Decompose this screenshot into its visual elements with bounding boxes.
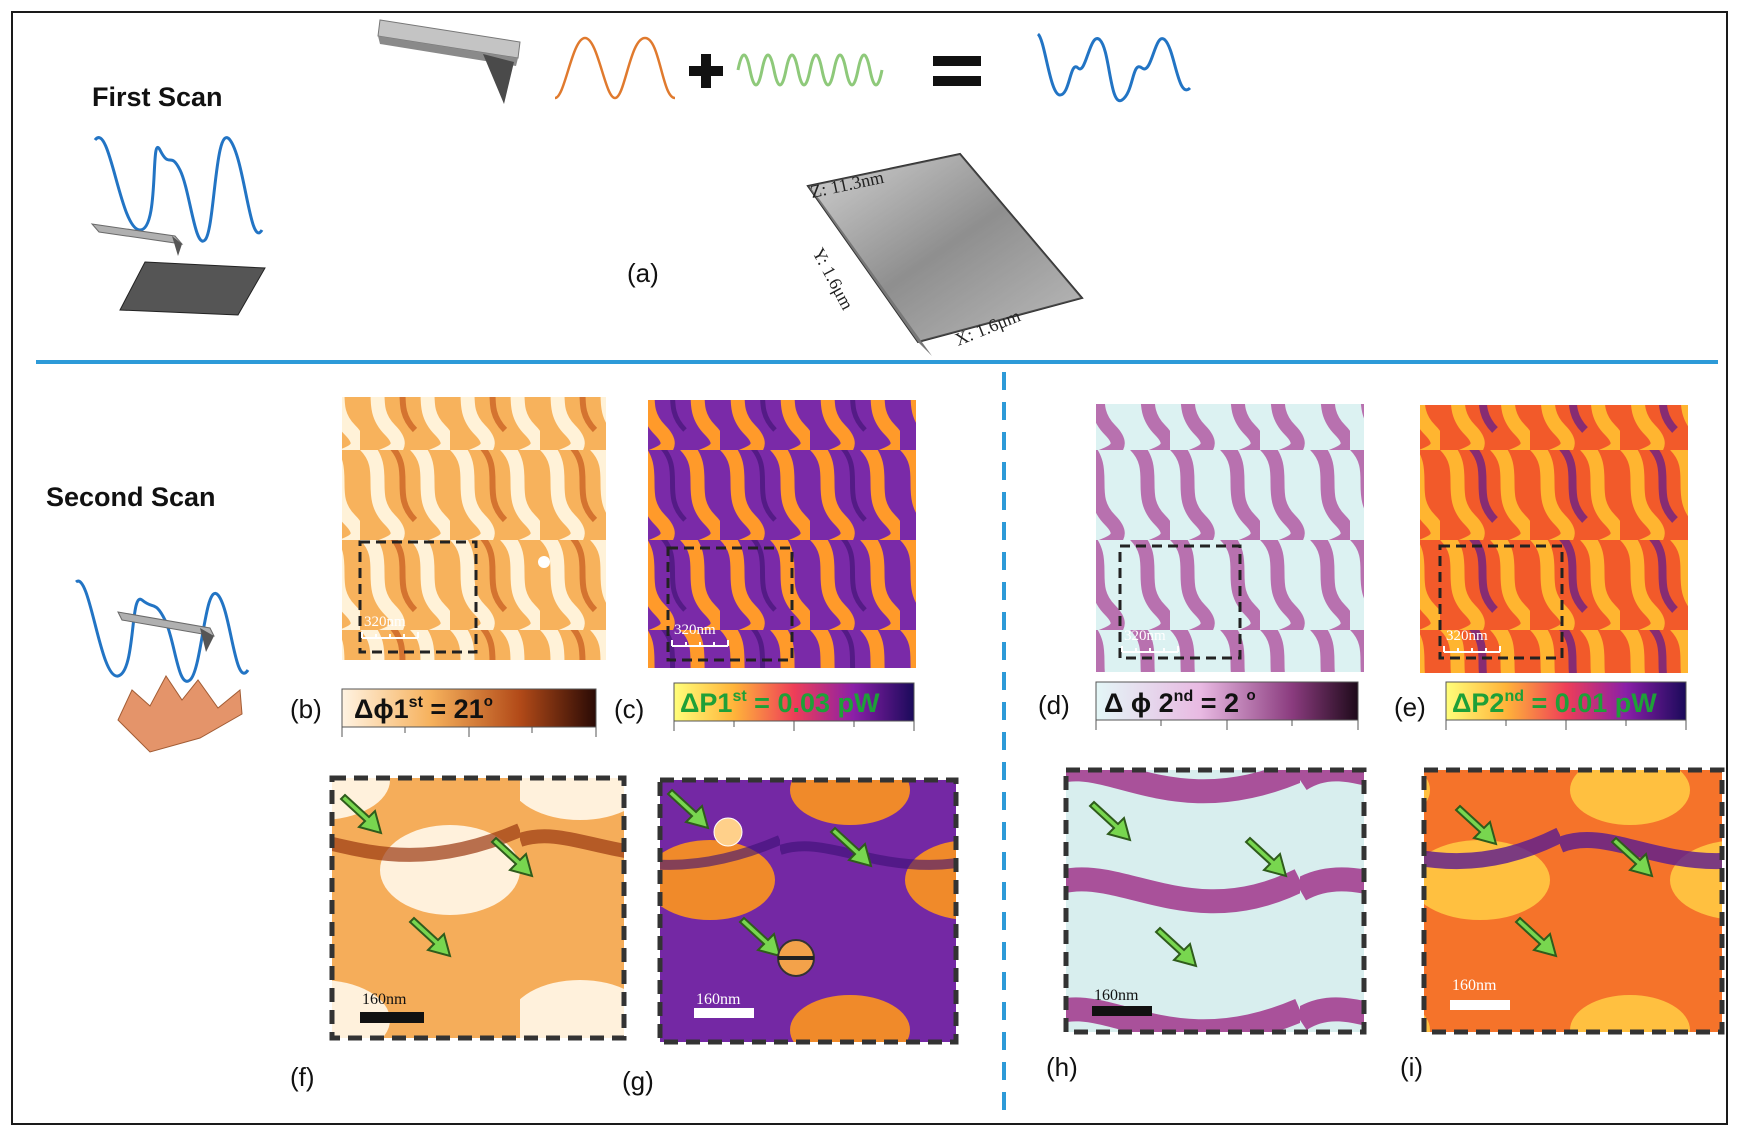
arrow-icon bbox=[339, 793, 383, 835]
first-scan-illustration bbox=[90, 136, 266, 316]
svg-text:320nm: 320nm bbox=[1446, 628, 1488, 644]
composite-wave-small-1 bbox=[93, 136, 264, 243]
second-scan-title: Second Scan bbox=[46, 482, 216, 512]
panel-g-image bbox=[657, 777, 959, 1045]
panel-h-image bbox=[1063, 767, 1367, 1035]
sample-surface-small-2 bbox=[117, 675, 243, 753]
panel-b-scalebar: 320nm bbox=[361, 614, 419, 639]
panel-i-scalebar: 160nm bbox=[1450, 977, 1510, 1010]
arrow-icon bbox=[829, 826, 873, 868]
orange-wave bbox=[554, 36, 676, 100]
composite-wave bbox=[1036, 32, 1192, 103]
panel-c-colorbar: ΔP1st = 0.03 pW bbox=[673, 682, 915, 731]
panel-f-label: (f) bbox=[290, 1062, 315, 1092]
panel-c-label: (c) bbox=[614, 694, 644, 724]
svg-text:ΔP1st = 0.03 pW: ΔP1st = 0.03 pW bbox=[680, 688, 880, 718]
panel-c-roi bbox=[666, 546, 794, 662]
panel-a-topography: Z: 11.3nm Y: 1.6μm X: 1.6μm bbox=[806, 152, 1084, 356]
panel-c-image bbox=[648, 400, 916, 668]
equals-icon bbox=[933, 56, 981, 86]
panel-e-image bbox=[1420, 405, 1688, 673]
panel-i-image bbox=[1421, 767, 1725, 1035]
green-arrows bbox=[339, 788, 1654, 968]
arrow-icon bbox=[1514, 916, 1558, 958]
svg-text:160nm: 160nm bbox=[1094, 987, 1139, 1004]
panel-f-image bbox=[329, 775, 627, 1041]
panel-d-colorbar: Δ ϕ 2nd = 2 o bbox=[1095, 681, 1359, 730]
svg-text:160nm: 160nm bbox=[1452, 977, 1497, 994]
panel-g-scalebar: 160nm bbox=[694, 991, 754, 1018]
svg-text:160nm: 160nm bbox=[696, 991, 741, 1008]
panel-c-scalebar: 320nm bbox=[671, 622, 729, 647]
panel-f-scalebar: 160nm bbox=[360, 991, 424, 1023]
panel-g-label: (g) bbox=[622, 1066, 654, 1096]
panel-e-colorbar: ΔP2nd = 0.01 pW bbox=[1445, 681, 1687, 730]
panel-d-scalebar: 320nm bbox=[1121, 628, 1179, 653]
svg-text:ΔP2nd = 0.01 pW: ΔP2nd = 0.01 pW bbox=[1452, 688, 1657, 718]
panel-h-label: (h) bbox=[1046, 1052, 1078, 1082]
panel-a-label: (a) bbox=[627, 258, 659, 288]
second-scan-illustration bbox=[75, 579, 250, 753]
svg-text:Δϕ1st = 21o: Δϕ1st = 21o bbox=[354, 693, 493, 724]
panel-h-scalebar: 160nm bbox=[1092, 987, 1152, 1016]
panel-b-label: (b) bbox=[290, 694, 322, 724]
panel-b-colorbar: Δϕ1st = 21o bbox=[341, 688, 597, 737]
panel-i-label: (i) bbox=[1400, 1052, 1423, 1082]
panel-e-label: (e) bbox=[1394, 692, 1426, 722]
cantilever-large bbox=[377, 19, 521, 104]
composite-wave-small-2 bbox=[75, 579, 250, 683]
axis-y-label: Y: 1.6μm bbox=[808, 244, 857, 313]
arrow-icon bbox=[1088, 800, 1132, 842]
svg-text:Δ ϕ 2nd = 2 o: Δ ϕ 2nd = 2 o bbox=[1104, 687, 1256, 718]
panel-b-image bbox=[342, 397, 606, 660]
cantilever-small-1 bbox=[90, 223, 184, 245]
arrow-icon bbox=[1610, 836, 1654, 878]
arrow-icon bbox=[666, 788, 710, 830]
plus-icon bbox=[689, 54, 723, 88]
first-scan-title: First Scan bbox=[92, 82, 223, 112]
arrow-icon bbox=[1244, 836, 1288, 878]
figure-frame bbox=[11, 11, 1728, 1125]
panel-b-roi bbox=[358, 540, 478, 654]
svg-text:320nm: 320nm bbox=[364, 614, 406, 630]
panel-d-image bbox=[1096, 404, 1364, 672]
svg-text:160nm: 160nm bbox=[362, 991, 407, 1008]
arrow-icon bbox=[738, 916, 782, 958]
green-wave bbox=[736, 53, 884, 87]
panel-e-roi bbox=[1438, 544, 1564, 660]
arrow-icon bbox=[408, 916, 452, 958]
sample-surface-small-1 bbox=[120, 262, 265, 315]
svg-text:320nm: 320nm bbox=[674, 622, 716, 638]
tip-small-2 bbox=[200, 628, 214, 652]
arrow-icon bbox=[490, 836, 534, 878]
arrow-icon bbox=[1454, 804, 1498, 846]
tip-small-1 bbox=[172, 236, 182, 256]
particles bbox=[538, 556, 815, 977]
svg-text:320nm: 320nm bbox=[1124, 628, 1166, 644]
panel-d-roi bbox=[1118, 544, 1242, 660]
arrow-icon bbox=[1154, 926, 1198, 968]
panel-d-label: (d) bbox=[1038, 690, 1070, 720]
panel-e-scalebar: 320nm bbox=[1443, 628, 1501, 653]
